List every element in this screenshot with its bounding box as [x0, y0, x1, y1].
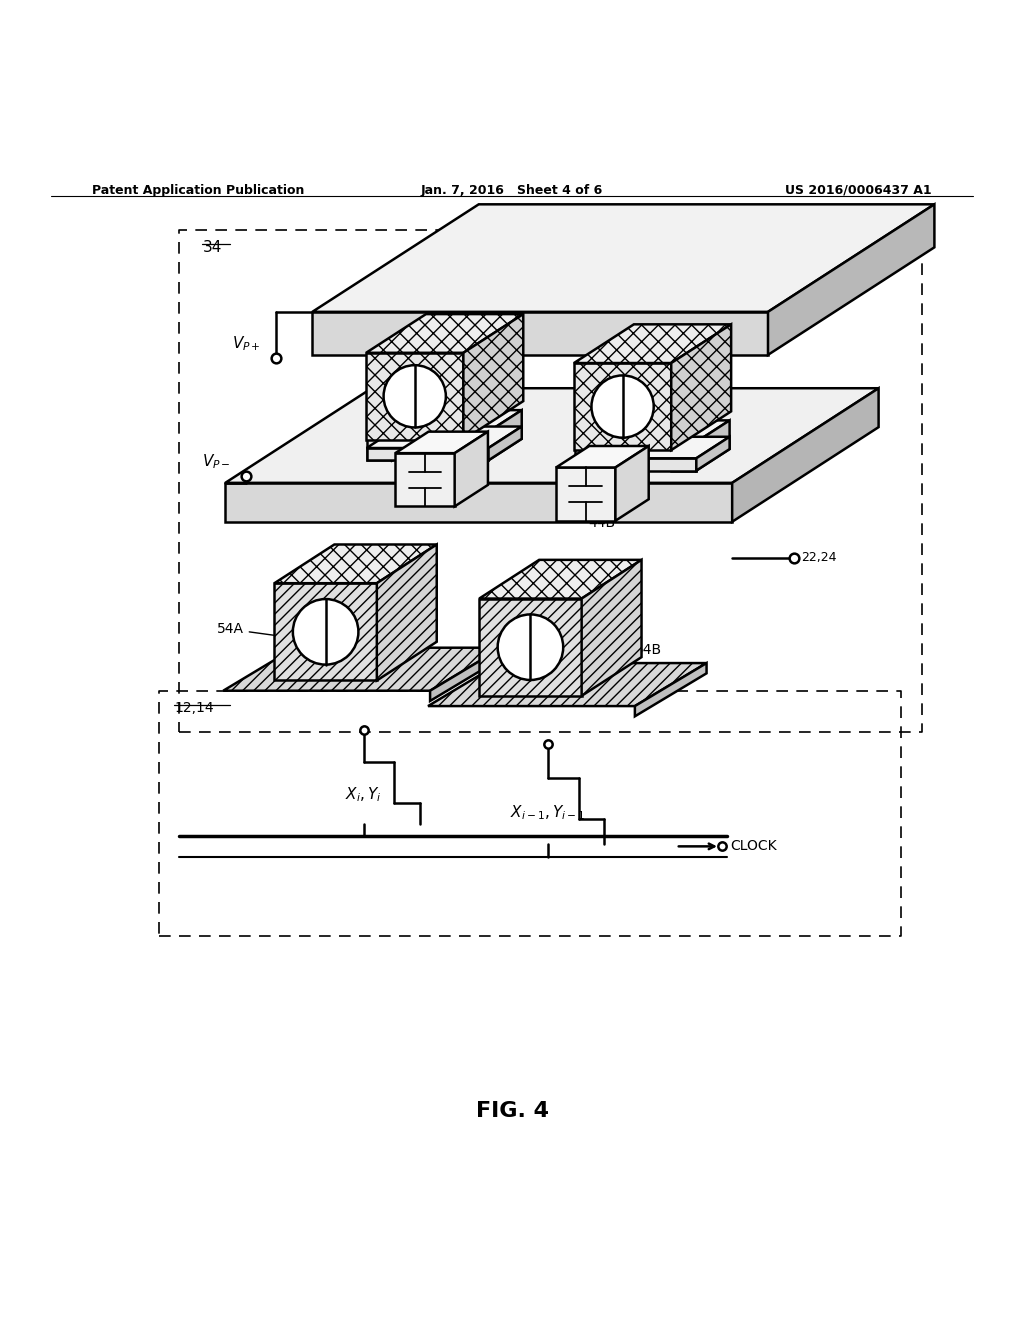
Text: Patent Application Publication: Patent Application Publication: [92, 183, 304, 197]
Text: FIG. 4: FIG. 4: [475, 1101, 549, 1121]
Polygon shape: [672, 325, 731, 450]
Polygon shape: [395, 432, 488, 453]
Circle shape: [498, 614, 563, 680]
Bar: [312, 312, 768, 355]
Bar: [575, 458, 696, 470]
Polygon shape: [635, 663, 707, 717]
Polygon shape: [225, 388, 879, 483]
Polygon shape: [274, 544, 436, 583]
Bar: [479, 598, 582, 696]
Polygon shape: [696, 420, 729, 470]
Text: Jan. 7, 2016   Sheet 4 of 6: Jan. 7, 2016 Sheet 4 of 6: [421, 183, 603, 197]
Text: 52B: 52B: [712, 389, 738, 403]
Polygon shape: [463, 411, 522, 432]
Text: 42A: 42A: [330, 446, 390, 473]
Text: 54A: 54A: [217, 622, 301, 642]
Text: 22,24: 22,24: [801, 552, 837, 564]
Bar: [367, 352, 463, 440]
Text: $X_{i-1},Y_{i-1}$: $X_{i-1},Y_{i-1}$: [510, 804, 586, 822]
Polygon shape: [367, 314, 523, 352]
Bar: [367, 432, 392, 461]
Text: $X_i,Y_i$: $X_i,Y_i$: [345, 785, 382, 804]
Circle shape: [384, 366, 445, 428]
Polygon shape: [463, 314, 523, 440]
Bar: [463, 432, 488, 461]
Polygon shape: [575, 437, 729, 458]
Text: 44B: 44B: [589, 516, 615, 529]
Text: 42B: 42B: [617, 449, 743, 462]
Circle shape: [293, 599, 358, 664]
Text: 52A: 52A: [330, 399, 395, 429]
Polygon shape: [428, 663, 707, 706]
Text: $V_{P-}$: $V_{P-}$: [202, 451, 230, 470]
Bar: [225, 483, 732, 521]
Polygon shape: [601, 420, 635, 470]
Polygon shape: [392, 411, 426, 461]
Polygon shape: [488, 426, 521, 461]
Polygon shape: [575, 420, 635, 442]
Text: 34: 34: [203, 240, 222, 255]
Polygon shape: [312, 205, 934, 312]
Bar: [395, 453, 455, 507]
Bar: [274, 583, 377, 681]
Text: 12,14: 12,14: [174, 701, 214, 715]
Polygon shape: [615, 446, 649, 520]
Polygon shape: [556, 446, 649, 467]
Text: 54B: 54B: [536, 643, 662, 657]
Polygon shape: [732, 388, 879, 521]
Polygon shape: [488, 411, 522, 461]
Bar: [556, 467, 615, 520]
Polygon shape: [768, 205, 934, 355]
Text: CLOCK: CLOCK: [730, 840, 777, 853]
Bar: [367, 447, 488, 461]
Bar: [573, 363, 672, 450]
Polygon shape: [573, 325, 731, 363]
Polygon shape: [455, 432, 488, 507]
Text: 44A: 44A: [374, 499, 400, 513]
Circle shape: [592, 375, 653, 438]
Text: US 2016/0006437 A1: US 2016/0006437 A1: [785, 183, 932, 197]
Polygon shape: [430, 648, 502, 701]
Polygon shape: [367, 411, 426, 432]
Polygon shape: [671, 420, 729, 442]
Bar: [575, 442, 601, 470]
Polygon shape: [479, 560, 641, 598]
Polygon shape: [223, 648, 502, 690]
Polygon shape: [367, 426, 521, 447]
Polygon shape: [582, 560, 641, 696]
Text: $V_{P+}$: $V_{P+}$: [232, 334, 261, 352]
Polygon shape: [696, 437, 729, 470]
Bar: [671, 442, 696, 470]
Polygon shape: [377, 544, 436, 681]
